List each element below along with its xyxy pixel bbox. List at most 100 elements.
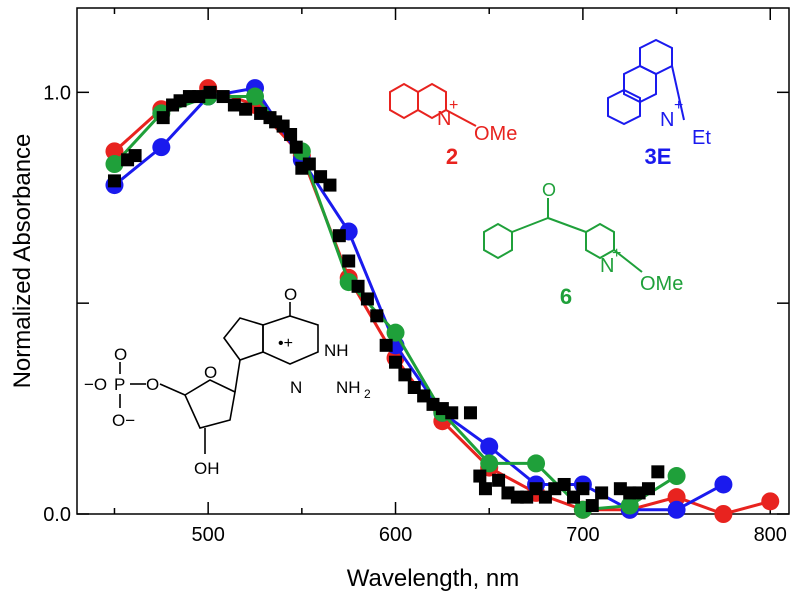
structure-2-substituent: OMe [474, 123, 517, 145]
data-point [156, 111, 170, 125]
data-point [667, 467, 686, 486]
data-point [379, 338, 393, 352]
guanosine-oh: OH [194, 459, 220, 478]
guanosine-imidazole-ring [222, 317, 264, 361]
guanosine-ribose-ring [183, 379, 236, 429]
x-tick-label: 600 [379, 524, 412, 546]
data-point [360, 292, 374, 306]
data-point [302, 157, 316, 171]
guanosine-o-ribose: O [204, 363, 217, 382]
data-point [203, 85, 217, 99]
data-point [216, 90, 230, 104]
data-point [651, 465, 665, 479]
data-point [527, 454, 546, 473]
x-tick-label: 500 [191, 524, 224, 546]
guanosine-o-carbonyl: O [284, 285, 297, 304]
plot-frame [76, 7, 790, 515]
structure-3E-charge: + [674, 97, 683, 114]
data-point [398, 368, 412, 382]
x-tick-label: 800 [754, 524, 787, 546]
structure-3E-ring-mid [623, 64, 657, 104]
structure-6-label: 6 [560, 284, 572, 309]
structure-compound-6 [483, 198, 643, 273]
guanosine-phosphate-p: P [114, 375, 125, 394]
data-point [714, 505, 733, 523]
guanosine-radical-cation: •+ [278, 335, 293, 352]
y-axis-title: Normalized Absorbance [9, 134, 36, 389]
structure-3E-label: 3E [645, 144, 672, 169]
series-unlabeled [107, 85, 665, 513]
structure-guanosine [119, 302, 319, 454]
data-point [492, 473, 506, 487]
data-point [667, 500, 686, 519]
structure-6-bond-c [613, 249, 643, 273]
data-point [289, 140, 303, 154]
structure-6-o-atom: O [542, 180, 556, 200]
data-point [370, 309, 384, 323]
x-axis-title: Wavelength, nm [347, 565, 520, 592]
structure-3E-substituent: Et [692, 127, 711, 149]
structure-compound-3E [607, 38, 685, 126]
y-tick-label: 0.0 [43, 504, 71, 526]
data-point [128, 149, 142, 163]
structure-6-bond-a [511, 217, 549, 233]
structure-6-ring-right [585, 222, 615, 260]
data-point [227, 98, 241, 112]
series-line [113, 95, 678, 512]
data-point [473, 469, 487, 483]
structure-6-n-atom: N [600, 255, 614, 277]
structure-6-bond-b [547, 217, 587, 233]
data-point [389, 355, 403, 369]
structure-3E-bond [671, 65, 685, 121]
data-point [714, 475, 733, 494]
data-point [620, 496, 639, 515]
guanosine-phosphate-o-charge: −O [84, 375, 107, 394]
structure-6-charge: + [612, 245, 621, 262]
structure-3E-n-atom: N [660, 109, 674, 131]
data-point [641, 482, 655, 496]
structure-compound-2 [389, 82, 477, 127]
structure-6-substituent: OMe [640, 273, 683, 295]
data-point [105, 155, 124, 174]
y-tick-label: 1.0 [43, 82, 71, 104]
data-point [595, 486, 609, 500]
guanosine-phosphate-o-bottom: O− [112, 411, 135, 430]
x-tick-label: 700 [566, 524, 599, 546]
data-point [478, 482, 492, 496]
guanosine-phosphate-o-link: O [146, 375, 159, 394]
series-2 [105, 79, 780, 523]
data-point [105, 142, 124, 161]
axis-tick-labels: 500 600 700 800 0.0 1.0 [43, 82, 787, 546]
data-point [323, 178, 337, 192]
data-point [332, 229, 346, 243]
guanosine-ch2-bond [159, 383, 186, 396]
data-point [576, 482, 590, 496]
data-point [351, 279, 365, 293]
guanosine-glycosidic-bond [234, 359, 241, 393]
structure-6-ring-left [483, 222, 513, 260]
series-line [113, 86, 725, 512]
structure-2-charge: + [449, 97, 458, 114]
data-point [480, 454, 499, 473]
data-point [342, 254, 356, 268]
data-point [761, 492, 780, 511]
data-point [557, 477, 571, 491]
data-point [386, 323, 405, 342]
data-point [463, 406, 477, 420]
structure-2-n-atom: N [437, 108, 451, 130]
structure-2-ring-left [389, 82, 419, 120]
data-point [667, 488, 686, 507]
data-point [239, 102, 253, 116]
data-point [480, 437, 499, 456]
data-point [192, 90, 206, 104]
data-point [107, 174, 121, 188]
data-point [246, 87, 264, 106]
data-point [152, 138, 171, 157]
data-point [585, 499, 599, 513]
data-point [445, 406, 459, 420]
guanosine-nh2-subscript: 2 [364, 387, 371, 401]
guanosine-n-ring: N [290, 378, 302, 397]
data-point [284, 128, 298, 141]
guanosine-nh: NH [324, 341, 349, 360]
